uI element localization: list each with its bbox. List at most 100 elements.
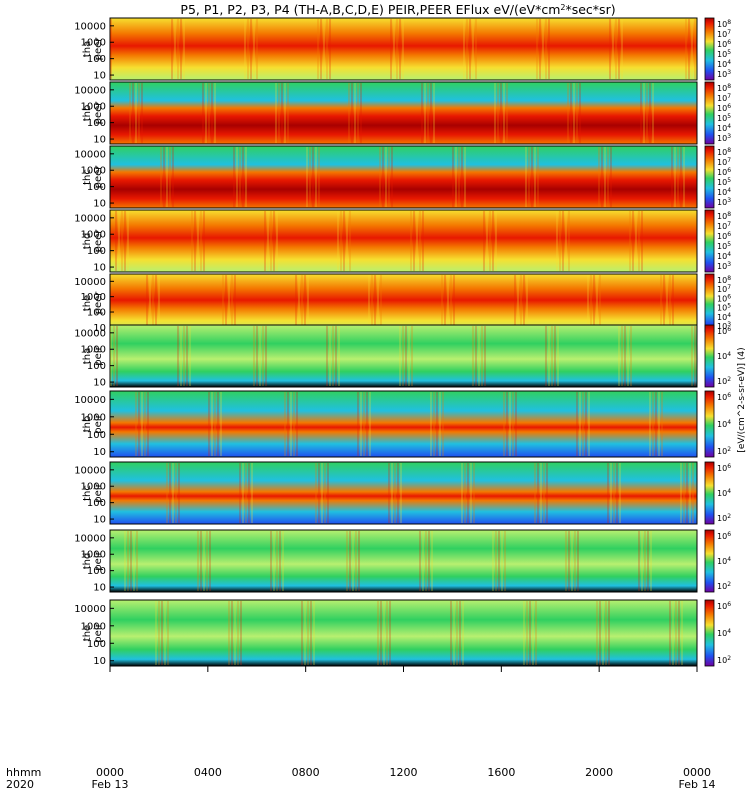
y-tick-label: 100 — [87, 246, 106, 257]
y-tick-label: 10000 — [74, 149, 106, 160]
colorbar-tick-label: 107 — [717, 221, 731, 232]
colorbar-rect — [704, 273, 715, 333]
flux-streak — [515, 392, 517, 456]
flux-streak — [256, 326, 258, 386]
flux-streak — [197, 211, 199, 271]
colorbar-tick-label: 106 — [717, 601, 731, 612]
panel-species-label: peer — [93, 229, 104, 253]
flux-streak — [464, 147, 466, 207]
panel-species-label: peer — [93, 165, 104, 189]
flux-streak — [214, 392, 216, 456]
flux-streak — [326, 326, 328, 386]
flux-streak — [413, 211, 415, 271]
flux-streak — [439, 392, 441, 456]
flux-streak — [539, 19, 541, 79]
flux-streak — [113, 326, 115, 386]
flux-streak — [577, 531, 579, 591]
y-tick-label: 10000 — [74, 277, 106, 288]
flux-streak — [247, 19, 249, 79]
x-tick-label: 0000 — [683, 766, 711, 779]
flux-streak — [394, 463, 396, 523]
flux-streak — [133, 531, 135, 591]
flux-streak — [503, 83, 505, 143]
flux-streak — [685, 19, 687, 79]
flux-streak — [189, 326, 191, 386]
colorbar-tick-label: 106 — [717, 293, 731, 304]
flux-streak — [393, 19, 395, 79]
flux-streak — [643, 83, 645, 143]
y-tick-label: 1000 — [81, 230, 106, 241]
y-tick-label: 1000 — [81, 550, 106, 561]
y-tick-label: 1000 — [81, 412, 106, 423]
flux-streak — [171, 19, 173, 79]
colorbar-tick-label: 105 — [717, 302, 731, 313]
flux-streak — [389, 601, 391, 665]
flux-streak — [548, 326, 550, 386]
flux-streak — [354, 83, 356, 143]
flux-streak — [671, 147, 673, 207]
panel-species-label: peer — [93, 37, 104, 61]
flux-streak — [607, 147, 609, 207]
flux-streak — [526, 275, 528, 331]
flux-streak — [573, 83, 575, 143]
flux-streak — [161, 601, 163, 665]
flux-streak — [281, 83, 283, 143]
colorbar-tick-label: 104 — [717, 419, 731, 430]
colorbar-thd-peir: 106 104 102 — [704, 529, 731, 593]
flux-streak — [472, 326, 474, 386]
panel-thb-peer: thb peer 10000 1000 100 10 — [74, 81, 698, 146]
flux-streak — [267, 211, 269, 271]
flux-streak — [694, 326, 696, 386]
flux-streak — [467, 463, 469, 523]
year-label: 2020 — [6, 778, 34, 791]
flux-streak — [694, 19, 696, 79]
colorbar-tick-label: 104 — [717, 351, 731, 362]
flux-streak — [503, 392, 505, 456]
flux-streak — [338, 326, 340, 386]
flux-streak — [542, 19, 544, 79]
flux-streak — [669, 275, 671, 331]
date-label: Feb 14 — [679, 778, 716, 791]
flux-streak — [348, 83, 350, 143]
flux-streak — [335, 326, 337, 386]
flux-streak — [166, 463, 168, 523]
flux-streak — [433, 83, 435, 143]
flux-streak — [231, 275, 233, 331]
flux-streak — [110, 19, 112, 79]
flux-streak — [675, 601, 677, 665]
flux-streak — [270, 531, 272, 591]
flux-streak — [677, 147, 679, 207]
colorbar-tick-label: 107 — [717, 284, 731, 295]
flux-streak — [141, 83, 143, 143]
flux-streak — [351, 83, 353, 143]
flux-streak — [629, 211, 631, 271]
panel-species-label: peir — [93, 413, 104, 433]
flux-streak — [400, 463, 402, 523]
flux-streak — [612, 19, 614, 79]
flux-streak — [472, 19, 474, 79]
y-tick-label: 1000 — [81, 102, 106, 113]
flux-streak — [663, 275, 665, 331]
flux-streak — [450, 601, 452, 665]
flux-streak — [279, 531, 281, 591]
spectrogram-tha-peer — [109, 17, 698, 81]
flux-streak — [217, 392, 219, 456]
panel-species-label: peer — [93, 291, 104, 315]
flux-streak — [259, 326, 261, 386]
flux-streak — [357, 392, 359, 456]
flux-streak — [239, 463, 241, 523]
flux-streak — [646, 83, 648, 143]
flux-streak — [242, 147, 244, 207]
flux-streak — [382, 147, 384, 207]
flux-streak — [459, 601, 461, 665]
flux-streak — [183, 19, 185, 79]
panel-probe-label: the — [82, 625, 93, 641]
colorbar-tick-label: 104 — [717, 488, 731, 499]
flux-streak — [363, 392, 365, 456]
flux-streak — [565, 531, 567, 591]
flux-streak — [388, 147, 390, 207]
flux-streak — [172, 463, 174, 523]
